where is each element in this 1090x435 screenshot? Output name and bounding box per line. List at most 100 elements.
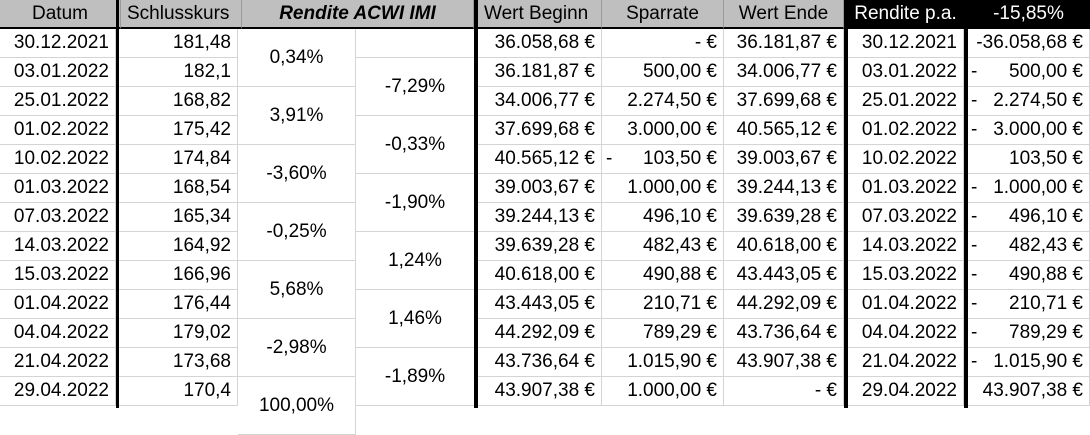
cell-cashflow-value[interactable]: - 482,43 € (968, 232, 1090, 261)
cell-wert-ende[interactable]: 40.565,12 € (724, 116, 844, 145)
cell-wert-beginn[interactable]: 36.058,68 € (478, 29, 602, 58)
cell-sparrate[interactable]: 2.274,50 € (602, 87, 724, 116)
cell-wert-ende[interactable]: - € (724, 377, 844, 406)
cell-wert-ende[interactable]: 43.907,38 € (724, 348, 844, 377)
cell-cashflow-datum[interactable]: 10.02.2022 (848, 145, 964, 174)
rendite-period-right[interactable]: 1,24% (356, 232, 474, 290)
cell-sparrate[interactable]: - € (602, 29, 724, 58)
header-wert-beginn[interactable]: Wert Beginn (478, 0, 602, 29)
cell-schlusskurs[interactable]: 164,92 (119, 232, 238, 261)
cell-cashflow-value[interactable]: - 496,10 € (968, 203, 1090, 232)
rendite-blank-cell[interactable] (356, 29, 474, 58)
cell-datum[interactable]: 07.03.2022 (0, 203, 116, 232)
cell-schlusskurs[interactable]: 176,44 (119, 290, 238, 319)
cell-cashflow-datum[interactable]: 15.03.2022 (848, 261, 964, 290)
rendite-period-right[interactable]: -1,89% (356, 348, 474, 406)
cell-cashflow-value[interactable]: 43.907,38 € (968, 377, 1090, 406)
cell-cashflow-value[interactable]: -3.000,00 € (968, 116, 1090, 145)
cell-wert-beginn[interactable]: 40.618,00 € (478, 261, 602, 290)
cell-datum[interactable]: 01.04.2022 (0, 290, 116, 319)
cell-wert-ende[interactable]: 37.699,68 € (724, 87, 844, 116)
cell-sparrate[interactable]: 3.000,00 € (602, 116, 724, 145)
cell-datum[interactable]: 01.02.2022 (0, 116, 116, 145)
cell-cashflow-value[interactable]: -1.000,00 € (968, 174, 1090, 203)
cell-wert-ende[interactable]: 44.292,09 € (724, 290, 844, 319)
cell-schlusskurs[interactable]: 166,96 (119, 261, 238, 290)
cell-wert-beginn[interactable]: 39.003,67 € (478, 174, 602, 203)
cell-cashflow-value[interactable]: - 500,00 € (968, 58, 1090, 87)
cell-cashflow-datum[interactable]: 03.01.2022 (848, 58, 964, 87)
cell-schlusskurs[interactable]: 179,02 (119, 319, 238, 348)
cell-wert-beginn[interactable]: 39.244,13 € (478, 203, 602, 232)
cell-cashflow-datum[interactable]: 25.01.2022 (848, 87, 964, 116)
cell-wert-ende[interactable]: 39.003,67 € (724, 145, 844, 174)
cell-sparrate[interactable]: 1.000,00 € (602, 377, 724, 406)
cell-schlusskurs[interactable]: 181,48 (119, 29, 238, 58)
cell-cashflow-datum[interactable]: 14.03.2022 (848, 232, 964, 261)
cell-cashflow-datum[interactable]: 07.03.2022 (848, 203, 964, 232)
cell-wert-ende[interactable]: 34.006,77 € (724, 58, 844, 87)
cell-sparrate[interactable]: 1.000,00 € (602, 174, 724, 203)
cell-wert-beginn[interactable]: 43.907,38 € (478, 377, 602, 406)
cell-cashflow-value[interactable]: - 789,29 € (968, 319, 1090, 348)
header-rendite-pa-value[interactable]: -15,85% (968, 0, 1090, 29)
cell-cashflow-value[interactable]: - 210,71 € (968, 290, 1090, 319)
cell-wert-ende[interactable]: 40.618,00 € (724, 232, 844, 261)
rendite-period-left[interactable]: -0,25% (238, 203, 356, 261)
cell-schlusskurs[interactable]: 175,42 (119, 116, 238, 145)
cell-wert-beginn[interactable]: 34.006,77 € (478, 87, 602, 116)
cell-wert-beginn[interactable]: 44.292,09 € (478, 319, 602, 348)
cell-schlusskurs[interactable]: 168,82 (119, 87, 238, 116)
cell-sparrate[interactable]: 210,71 € (602, 290, 724, 319)
cell-sparrate[interactable]: 1.015,90 € (602, 348, 724, 377)
rendite-period-right[interactable]: -7,29% (356, 58, 474, 116)
cell-wert-beginn[interactable]: 43.443,05 € (478, 290, 602, 319)
cell-wert-beginn[interactable]: 43.736,64 € (478, 348, 602, 377)
rendite-period-left[interactable]: -3,60% (238, 145, 356, 203)
cell-datum[interactable]: 03.01.2022 (0, 58, 116, 87)
rendite-period-left[interactable]: 5,68% (238, 261, 356, 319)
cell-schlusskurs[interactable]: 170,4 (119, 377, 238, 406)
rendite-period-left[interactable]: 100,00% (238, 377, 356, 435)
cell-wert-ende[interactable]: 43.443,05 € (724, 261, 844, 290)
cell-schlusskurs[interactable]: 174,84 (119, 145, 238, 174)
cell-wert-ende[interactable]: 43.736,64 € (724, 319, 844, 348)
rendite-period-right[interactable]: -1,90% (356, 174, 474, 232)
cell-cashflow-value[interactable]: 103,50 € (968, 145, 1090, 174)
cell-datum[interactable]: 30.12.2021 (0, 29, 116, 58)
cell-cashflow-value[interactable]: -2.274,50 € (968, 87, 1090, 116)
header-rendite-pa[interactable]: Rendite p.a. (848, 0, 964, 29)
header-schlusskurs[interactable]: Schlusskurs (121, 0, 242, 29)
cell-datum[interactable]: 21.04.2022 (0, 348, 116, 377)
rendite-period-left[interactable]: 0,34% (238, 29, 356, 87)
header-wert-ende[interactable]: Wert Ende (724, 0, 844, 29)
rendite-period-left[interactable]: -2,98% (238, 319, 356, 377)
header-sparrate[interactable]: Sparrate (602, 0, 724, 29)
rendite-period-right[interactable]: 1,46% (356, 290, 474, 348)
cell-cashflow-datum[interactable]: 30.12.2021 (848, 29, 964, 58)
cell-cashflow-datum[interactable]: 29.04.2022 (848, 377, 964, 406)
cell-datum[interactable]: 04.04.2022 (0, 319, 116, 348)
cell-datum[interactable]: 15.03.2022 (0, 261, 116, 290)
cell-cashflow-value[interactable]: -36.058,68 € (968, 29, 1090, 58)
header-datum[interactable]: Datum (0, 0, 121, 29)
rendite-period-left[interactable]: 3,91% (238, 87, 356, 145)
cell-wert-ende[interactable]: 36.181,87 € (724, 29, 844, 58)
cell-cashflow-datum[interactable]: 04.04.2022 (848, 319, 964, 348)
cell-wert-beginn[interactable]: 37.699,68 € (478, 116, 602, 145)
cell-schlusskurs[interactable]: 173,68 (119, 348, 238, 377)
cell-cashflow-value[interactable]: - 490,88 € (968, 261, 1090, 290)
cell-sparrate[interactable]: 789,29 € (602, 319, 724, 348)
cell-sparrate[interactable]: 490,88 € (602, 261, 724, 290)
cell-wert-beginn[interactable]: 40.565,12 € (478, 145, 602, 174)
cell-wert-beginn[interactable]: 39.639,28 € (478, 232, 602, 261)
cell-cashflow-datum[interactable]: 01.02.2022 (848, 116, 964, 145)
cell-sparrate[interactable]: 496,10 € (602, 203, 724, 232)
cell-sparrate[interactable]: 500,00 € (602, 58, 724, 87)
rendite-period-right[interactable]: -0,33% (356, 116, 474, 174)
cell-datum[interactable]: 29.04.2022 (0, 377, 116, 406)
cell-datum[interactable]: 01.03.2022 (0, 174, 116, 203)
cell-schlusskurs[interactable]: 182,1 (119, 58, 238, 87)
cell-datum[interactable]: 25.01.2022 (0, 87, 116, 116)
cell-datum[interactable]: 10.02.2022 (0, 145, 116, 174)
